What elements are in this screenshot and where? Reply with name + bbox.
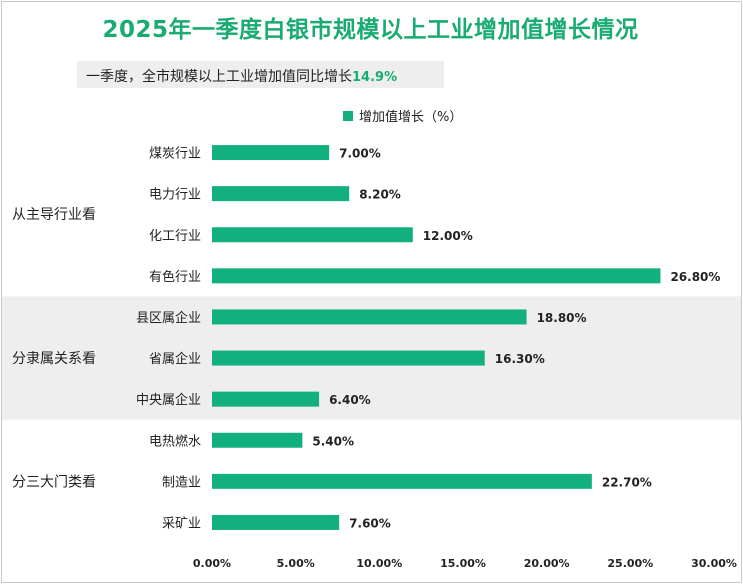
value-label: 7.00% — [339, 147, 381, 161]
value-label: 26.80% — [670, 270, 720, 284]
legend-swatch — [343, 110, 353, 121]
category-label: 中央属企业 — [136, 392, 201, 408]
value-label: 12.00% — [423, 229, 473, 243]
bar — [212, 309, 527, 325]
x-tick-label: 30.00% — [691, 557, 737, 570]
value-label: 16.30% — [495, 352, 545, 366]
category-label: 有色行业 — [149, 269, 201, 285]
group-label: 分三大门类看 — [12, 474, 96, 490]
bar — [212, 473, 592, 489]
value-label: 5.40% — [312, 434, 354, 448]
bar — [212, 145, 330, 161]
category-label: 采矿业 — [162, 516, 201, 531]
legend-label: 增加值增长（%） — [359, 110, 463, 125]
bar — [212, 227, 413, 243]
value-label: 6.40% — [329, 393, 371, 407]
group-label: 从主导行业看 — [12, 207, 96, 223]
summary-note-box — [77, 61, 444, 88]
x-tick-label: 10.00% — [356, 557, 402, 570]
x-tick-label: 15.00% — [440, 557, 486, 570]
legend: 增加值增长（%） — [343, 105, 463, 125]
bar — [212, 391, 320, 407]
bar — [212, 186, 350, 202]
value-label: 7.60% — [349, 516, 391, 530]
value-label: 22.70% — [602, 475, 652, 489]
category-label: 煤炭行业 — [149, 147, 201, 162]
bar — [212, 514, 340, 530]
category-label: 电热燃水 — [149, 433, 201, 449]
x-tick-label: 20.00% — [524, 557, 570, 570]
summary-note-text: 一季度，全市规模以上工业增加值同比增长 — [86, 69, 352, 85]
chart-title: 2025年一季度白银市规模以上工业增加值增长情况 — [102, 17, 639, 43]
bar — [212, 432, 303, 448]
summary-note: 一季度，全市规模以上工业增加值同比增长14.9% — [86, 66, 397, 86]
x-tick-label: 0.00% — [193, 557, 231, 570]
bar — [212, 268, 661, 284]
value-label: 8.20% — [359, 188, 401, 202]
category-label: 化工行业 — [149, 229, 201, 244]
x-tick-label: 25.00% — [607, 557, 653, 570]
summary-note-value: 14.9% — [352, 70, 398, 85]
category-label: 制造业 — [162, 475, 201, 490]
category-label: 县区属企业 — [136, 310, 201, 326]
x-tick-label: 5.00% — [277, 557, 315, 570]
bar — [212, 350, 485, 366]
category-label: 省属企业 — [149, 351, 201, 367]
group-label: 分隶属关系看 — [12, 351, 96, 367]
value-label: 18.80% — [537, 311, 587, 325]
category-label: 电力行业 — [149, 188, 201, 203]
